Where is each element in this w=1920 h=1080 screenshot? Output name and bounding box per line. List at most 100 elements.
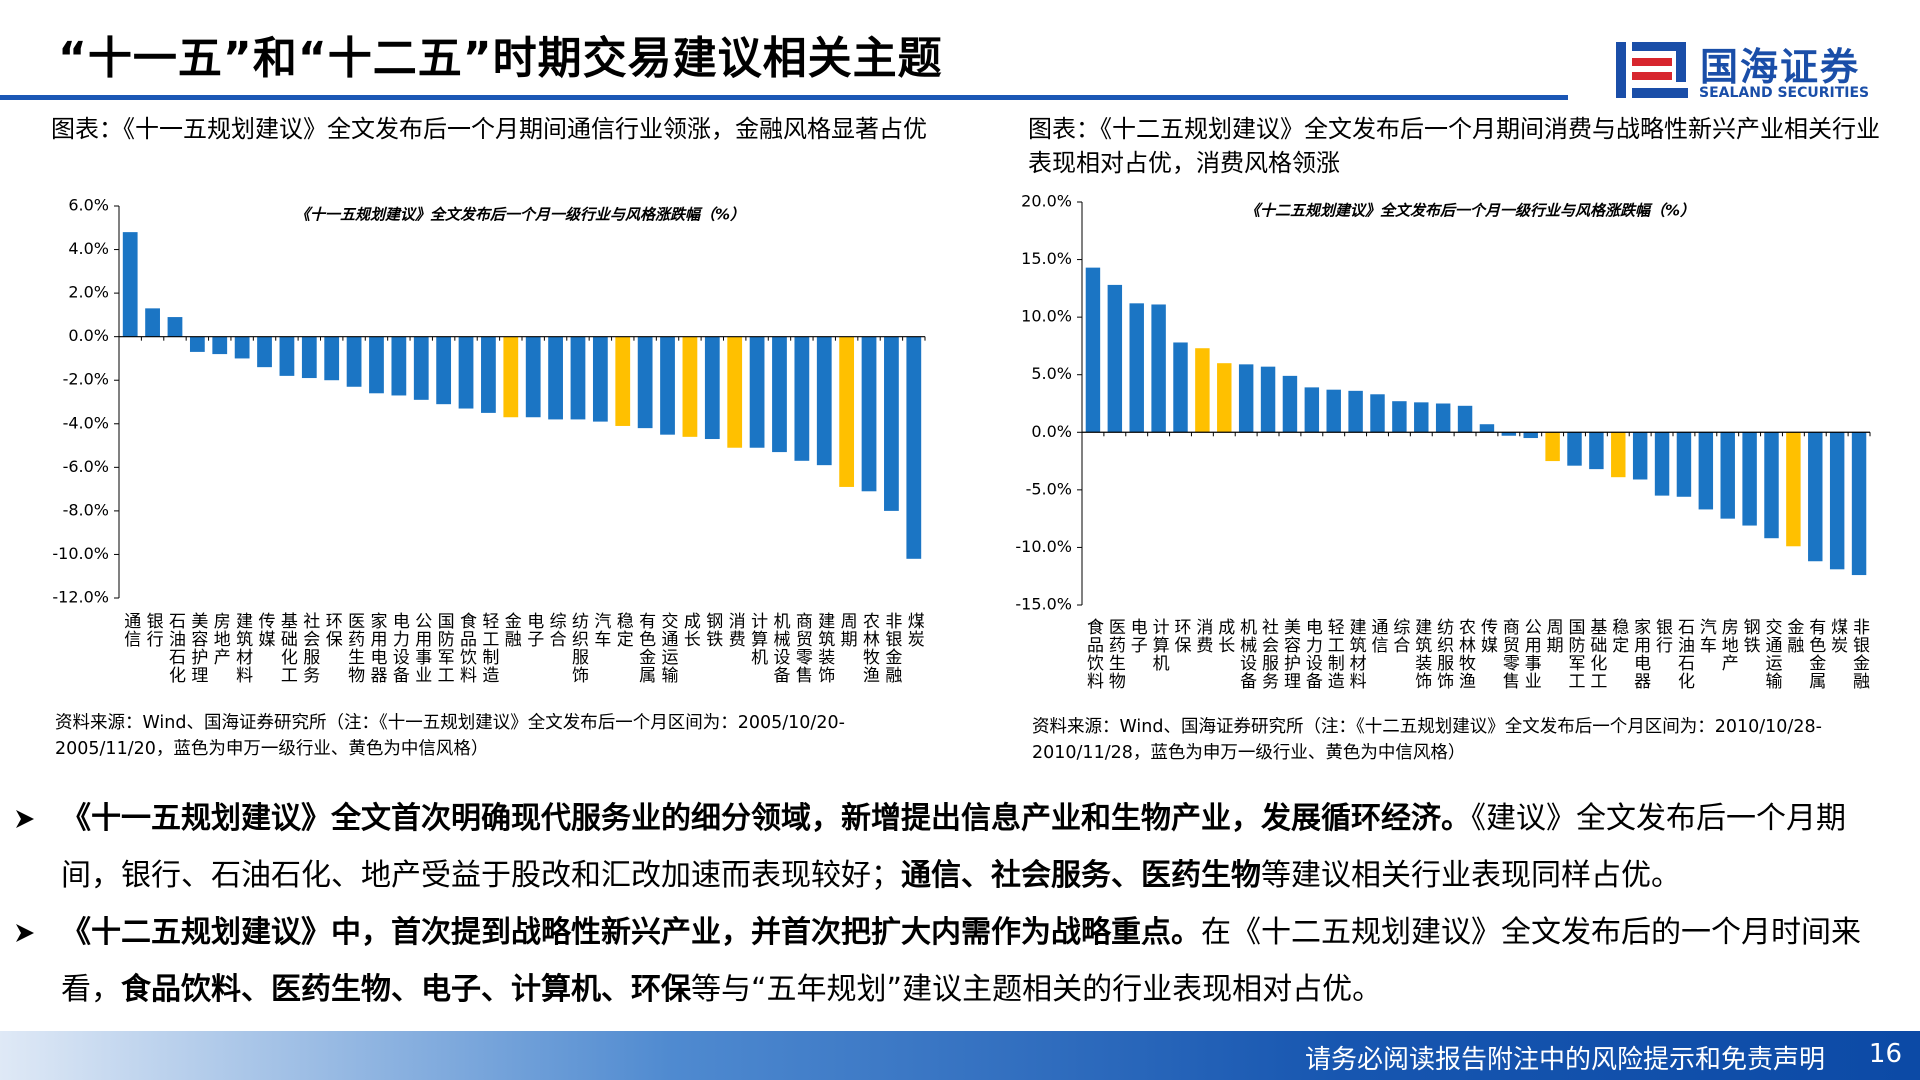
x-tick-label: 公用事业 [411,612,432,684]
bar [525,336,541,418]
x-tick-label: 银行 [1652,618,1673,654]
x-tick-label: 食品饮料 [1083,618,1104,690]
bar [503,336,519,418]
x-tick-label: 建筑装饰 [814,612,835,684]
bar [1720,432,1735,519]
x-tick-label: 通信 [1368,618,1389,654]
bar [413,336,429,400]
x-tick-label: 金融 [501,612,522,648]
x-tick-label: 稳定 [613,612,634,648]
x-tick-label: 银行 [143,612,164,648]
bar [1786,432,1801,547]
chart-title: 《十一五规划建议》全文发布后一个月一级行业与风格涨跌幅（%） [295,206,745,224]
x-tick-label: 医药生物 [344,612,365,684]
x-tick-label: 传媒 [1477,618,1498,654]
figure-caption: 图表：《十二五规划建议》全文发布后一个月期间消费与战略性新兴产业相关行业表现相对… [1028,115,1880,177]
x-tick-label: 交通运输 [1762,618,1783,690]
bar [1654,432,1670,496]
x-tick-label: 商贸零售 [1499,618,1520,690]
bar [884,336,899,511]
y-tick-label: 15.0% [1021,249,1072,268]
x-tick-label: 环保 [322,612,343,648]
bar [727,336,743,448]
figure-source: 资料来源：Wind、国海证券研究所（注：《十二五规划建议》全文发布后一个月区间为… [1032,717,1822,763]
x-tick-label: 钢铁 [702,612,723,648]
chart-title: 《十二五规划建议》全文发布后一个月一级行业与风格涨跌幅（%） [1245,202,1695,220]
bar [1107,284,1123,433]
bar [212,336,228,355]
logo-icon [1616,42,1688,98]
bullet-text: 《建议》全文发布后一个月期间，银行、石油石化、地产受益于股改和汇改加速而表现较好… [61,801,1846,893]
page-number: 16 [1868,1039,1902,1069]
bullet-text: 通信、社会服务、医药生物 [901,858,1261,893]
bar [1589,432,1604,470]
x-tick-label: 综合 [546,612,567,648]
bar [1260,366,1276,433]
bar [324,336,340,381]
y-tick-label: 4.0% [68,239,109,258]
x-tick-label: 纺织服饰 [1433,618,1454,690]
x-tick-label: 公用事业 [1521,618,1542,690]
bar [1567,432,1582,466]
bar [906,336,922,559]
bullet: 《十二五规划建议》中，首次提到战略性新兴产业，并首次把扩大内需作为战略重点。在《… [16,904,1891,1018]
x-tick-label: 消费 [1192,618,1213,654]
bar [458,336,474,409]
bullet-text: 《十二五规划建议》中，首次提到战略性新兴产业，并首次把扩大内需作为战略重点。 [61,915,1201,950]
bar [615,336,631,426]
x-tick-label: 计算机 [747,612,768,666]
bar [548,336,563,420]
bar [794,336,810,461]
x-tick-label: 消费 [725,612,746,648]
y-tick-label: -10.0% [1015,537,1072,556]
bar [1173,342,1188,433]
bar [1479,424,1495,433]
bar [570,336,586,420]
bar [369,336,384,394]
slide-title: “十一五”和“十二五”时期交易建议相关主题 [58,33,943,84]
bar [1698,432,1714,510]
x-tick-label: 电力设备 [389,612,410,684]
x-tick-label: 基础化工 [1586,618,1607,690]
logo-text: 国海证券 [1700,45,1861,89]
bullet-text: 《十一五规划建议》全文首次明确现代服务业的细分领域，新增提出信息产业和生物产业，… [61,801,1471,836]
bar [167,317,183,337]
x-tick-label: 非银金融 [1849,618,1870,690]
bar [1829,432,1845,570]
bar [1414,402,1429,433]
bar [1545,432,1560,462]
bar [301,336,317,379]
bar [436,336,452,405]
bar [1457,405,1473,433]
x-tick-label: 农林牧渔 [859,612,880,684]
x-tick-label: 电力设备 [1302,618,1323,690]
y-tick-label: -5.0% [1026,479,1072,498]
x-tick-label: 非银金融 [881,612,902,684]
bar [1085,267,1101,433]
x-tick-label: 家用电器 [1630,618,1651,690]
charts: 《十一五规划建议》全文发布后一个月一级行业与风格涨跌幅（%） -12.0% -10.… [52,192,1871,690]
x-tick-label: 成长 [1214,618,1235,654]
x-tick-label: 电子 [1127,618,1148,654]
bar [122,232,138,337]
bullet-text: 在《十二五规划建议》全文发布后的一个月时间来看， [61,915,1861,1007]
x-tick-label: 商贸零售 [792,612,813,684]
x-tick-label: 金融 [1783,618,1804,654]
bar [1523,432,1538,439]
x-tick-label: 纺织服饰 [568,612,589,684]
y-tick-label: -4.0% [63,413,109,432]
bullet-list: 《十一五规划建议》全文首次明确现代服务业的细分领域，新增提出信息产业和生物产业，… [16,790,1891,1018]
y-tick-label: -10.0% [52,544,109,563]
bar [682,336,698,437]
logo-subtext: SEALAND SECURITIES [1699,85,1870,101]
x-tick-label: 建筑材料 [232,612,253,684]
x-tick-label: 建筑材料 [1346,618,1367,690]
bar [1370,394,1385,433]
bar [234,336,250,359]
x-tick-label: 综合 [1389,618,1410,654]
x-tick-label: 周期 [1543,618,1564,654]
figure-caption: 图表：《十一五规划建议》全文发布后一个月期间通信行业领涨，金融风格显著占优 [51,115,927,143]
bullet-text: 食品饮料、医药生物、电子、计算机、环保 [121,972,691,1007]
bar [279,336,295,376]
